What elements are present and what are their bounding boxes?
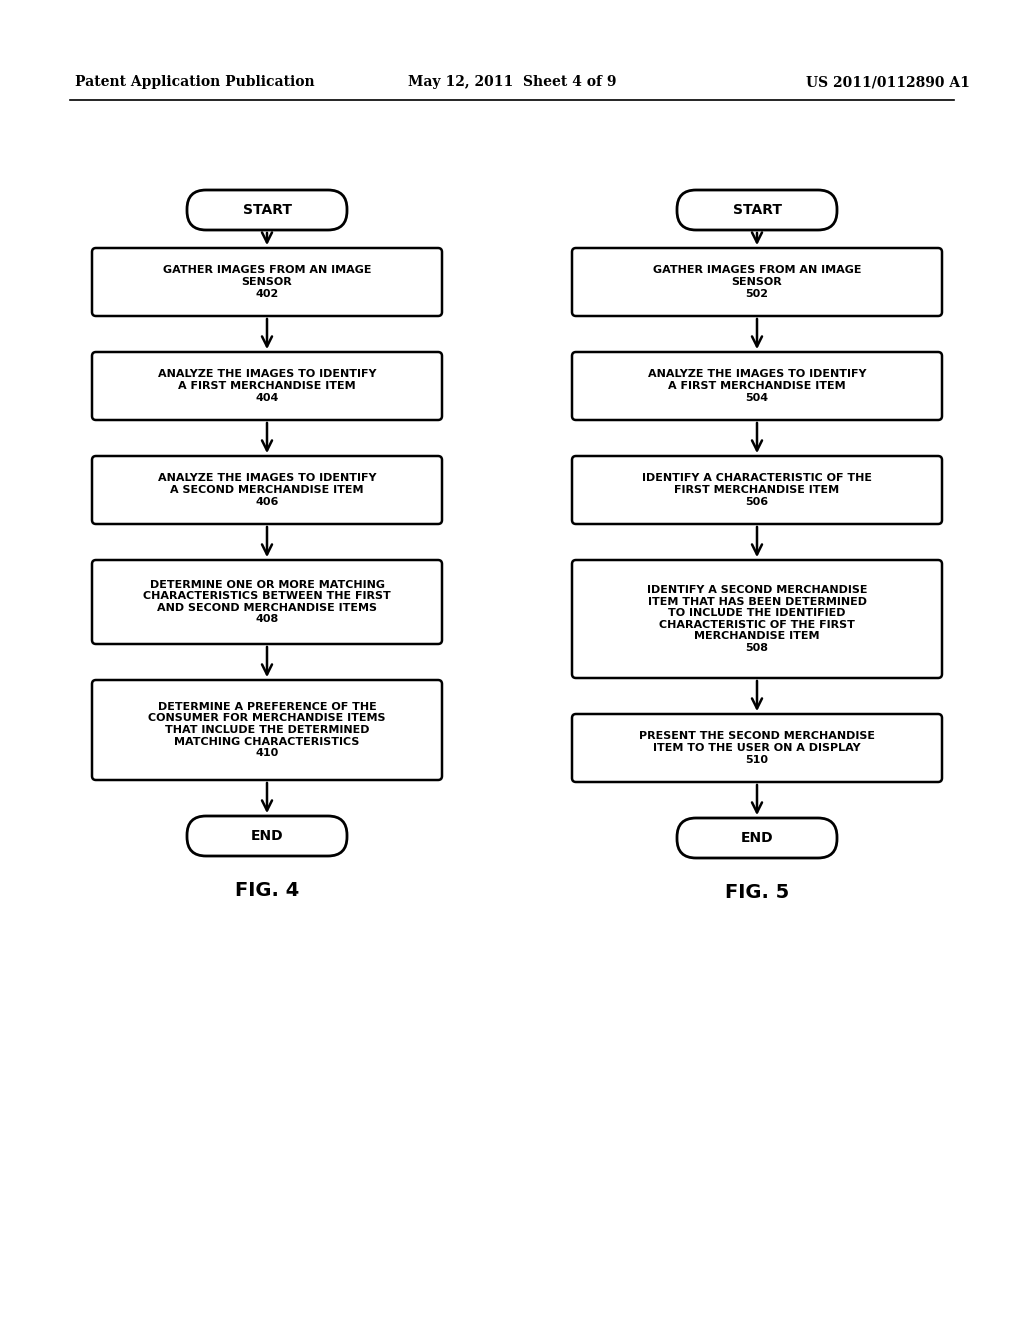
- FancyBboxPatch shape: [572, 248, 942, 315]
- FancyBboxPatch shape: [92, 455, 442, 524]
- FancyBboxPatch shape: [572, 714, 942, 781]
- Text: ANALYZE THE IMAGES TO IDENTIFY
A FIRST MERCHANDISE ITEM
404: ANALYZE THE IMAGES TO IDENTIFY A FIRST M…: [158, 370, 376, 403]
- FancyBboxPatch shape: [92, 352, 442, 420]
- Text: IDENTIFY A CHARACTERISTIC OF THE
FIRST MERCHANDISE ITEM
506: IDENTIFY A CHARACTERISTIC OF THE FIRST M…: [642, 474, 872, 507]
- Text: US 2011/0112890 A1: US 2011/0112890 A1: [806, 75, 970, 88]
- FancyBboxPatch shape: [572, 560, 942, 678]
- Text: PRESENT THE SECOND MERCHANDISE
ITEM TO THE USER ON A DISPLAY
510: PRESENT THE SECOND MERCHANDISE ITEM TO T…: [639, 731, 874, 764]
- Text: GATHER IMAGES FROM AN IMAGE
SENSOR
402: GATHER IMAGES FROM AN IMAGE SENSOR 402: [163, 265, 372, 298]
- Text: START: START: [243, 203, 292, 216]
- FancyBboxPatch shape: [92, 248, 442, 315]
- FancyBboxPatch shape: [677, 190, 837, 230]
- Text: May 12, 2011  Sheet 4 of 9: May 12, 2011 Sheet 4 of 9: [408, 75, 616, 88]
- Text: IDENTIFY A SECOND MERCHANDISE
ITEM THAT HAS BEEN DETERMINED
TO INCLUDE THE IDENT: IDENTIFY A SECOND MERCHANDISE ITEM THAT …: [647, 585, 867, 653]
- Text: FIG. 5: FIG. 5: [725, 883, 790, 903]
- Text: DETERMINE A PREFERENCE OF THE
CONSUMER FOR MERCHANDISE ITEMS
THAT INCLUDE THE DE: DETERMINE A PREFERENCE OF THE CONSUMER F…: [148, 702, 386, 758]
- Text: FIG. 4: FIG. 4: [234, 882, 299, 900]
- FancyBboxPatch shape: [92, 680, 442, 780]
- Text: DETERMINE ONE OR MORE MATCHING
CHARACTERISTICS BETWEEN THE FIRST
AND SECOND MERC: DETERMINE ONE OR MORE MATCHING CHARACTER…: [143, 579, 391, 624]
- Text: END: END: [251, 829, 284, 843]
- Text: START: START: [732, 203, 781, 216]
- Text: Patent Application Publication: Patent Application Publication: [75, 75, 314, 88]
- FancyBboxPatch shape: [187, 816, 347, 855]
- FancyBboxPatch shape: [187, 190, 347, 230]
- Text: END: END: [740, 832, 773, 845]
- FancyBboxPatch shape: [572, 352, 942, 420]
- FancyBboxPatch shape: [572, 455, 942, 524]
- Text: GATHER IMAGES FROM AN IMAGE
SENSOR
502: GATHER IMAGES FROM AN IMAGE SENSOR 502: [652, 265, 861, 298]
- Text: ANALYZE THE IMAGES TO IDENTIFY
A FIRST MERCHANDISE ITEM
504: ANALYZE THE IMAGES TO IDENTIFY A FIRST M…: [648, 370, 866, 403]
- FancyBboxPatch shape: [92, 560, 442, 644]
- Text: ANALYZE THE IMAGES TO IDENTIFY
A SECOND MERCHANDISE ITEM
406: ANALYZE THE IMAGES TO IDENTIFY A SECOND …: [158, 474, 376, 507]
- FancyBboxPatch shape: [677, 818, 837, 858]
